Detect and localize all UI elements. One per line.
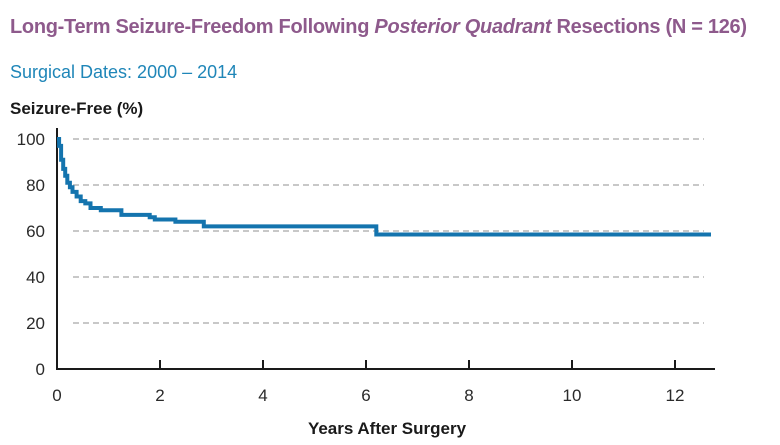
- x-tick-label-6: 6: [361, 386, 370, 405]
- x-axis-label: Years After Surgery: [308, 419, 467, 438]
- chart-title-part-2: Resections (N = 126): [551, 16, 748, 38]
- axes: 0 20 40 60 80 100 0 2 4 6 8 10 12: [17, 128, 715, 405]
- chart-title: Long-Term Seizure-Freedom Following Post…: [10, 16, 747, 39]
- y-tick-label-0: 0: [36, 360, 45, 379]
- x-tick-label-0: 0: [52, 386, 61, 405]
- chart-title-emphasis: Posterior Quadrant: [374, 16, 552, 38]
- chart-subtitle: Surgical Dates: 2000 – 2014: [10, 62, 238, 82]
- series-layer: [57, 137, 711, 237]
- chart-title-part-1: Long-Term Seizure-Freedom Following: [10, 16, 375, 38]
- y-tick-label-60: 60: [26, 222, 45, 241]
- y-axis-label: Seizure-Free (%): [10, 99, 143, 118]
- x-tick-label-4: 4: [258, 386, 267, 405]
- y-tick-label-80: 80: [26, 176, 45, 195]
- x-tick-label-8: 8: [464, 386, 473, 405]
- y-tick-label-40: 40: [26, 268, 45, 287]
- x-tick-label-12: 12: [666, 386, 685, 405]
- y-tick-label-20: 20: [26, 314, 45, 333]
- x-tick-label-2: 2: [155, 386, 164, 405]
- x-tick-label-10: 10: [563, 386, 582, 405]
- series-line-0: [57, 137, 711, 237]
- grid-lines: [73, 138, 704, 324]
- y-tick-label-100: 100: [17, 130, 45, 149]
